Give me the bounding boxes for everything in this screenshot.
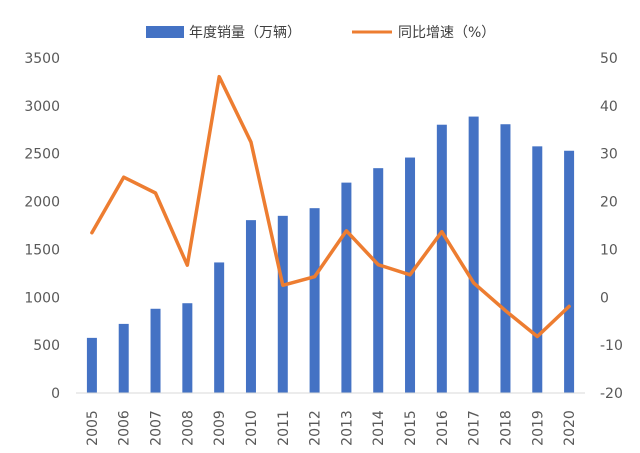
x-axis-tick-label: 2014 [371,410,387,446]
right-axis-tick-label: 50 [600,51,618,67]
right-axis-tick-label: 10 [600,242,618,258]
left-axis-tick-label: 2500 [24,147,60,163]
bar-2017 [468,116,479,393]
growth-rate-line [90,74,571,339]
bar-2013 [341,182,352,393]
bar-2020 [564,150,575,393]
x-axis: 2005 2006 2007 2008 2009 2010 2011 2012 2013 2014… [85,410,578,446]
x-axis-tick-label: 2009 [212,410,228,446]
legend-swatch-sales [146,26,184,38]
left-axis-tick-label: 1000 [24,290,60,306]
x-axis-tick-label: 2017 [467,410,483,446]
bar-2007 [150,308,161,393]
bar-2016 [436,124,447,393]
x-axis-tick-label: 2013 [339,410,355,446]
right-axis-tick-label: -10 [600,338,623,354]
legend-label-sales: 年度销量（万辆） [189,25,301,41]
x-axis-tick-label: 2005 [85,410,101,446]
left-axis-tick-label: 500 [33,338,60,354]
x-axis-tick-label: 2020 [562,410,578,446]
left-axis-tick-label: 2000 [24,195,60,211]
x-axis-tick-label: 2007 [149,410,165,446]
legend-label-growth: 同比增速（%） [398,25,495,41]
bar-2014 [373,168,384,393]
x-axis-tick-label: 2006 [117,410,133,446]
right-axis-tick-label: 0 [600,290,609,306]
x-axis-tick-label: 2018 [498,410,514,446]
bar-2018 [500,124,511,393]
right-axis-tick-label: -20 [600,386,623,402]
bar-2005 [86,337,97,393]
left-axis-tick-label: 3000 [24,99,60,115]
x-axis-tick-label: 2016 [435,410,451,446]
bar-2008 [182,303,193,393]
legend: 年度销量（万辆） 同比增速（%） [146,25,495,41]
left-axis: 0 500 1000 1500 2000 2500 3000 3500 [24,51,60,402]
bar-2011 [277,215,288,393]
left-axis-tick-label: 1500 [24,242,60,258]
right-axis: -20 -10 0 10 20 30 40 50 [600,51,623,402]
right-axis-tick-label: 30 [600,147,618,163]
x-axis-tick-label: 2019 [530,410,546,446]
bar-2006 [118,323,129,393]
x-axis-tick-label: 2008 [180,410,196,446]
line-series [90,74,571,339]
bar-2019 [532,146,543,393]
x-axis-tick-label: 2010 [244,410,260,446]
left-axis-tick-label: 0 [51,386,60,402]
x-axis-tick-label: 2012 [308,410,324,446]
x-axis-tick-label: 2015 [403,410,419,446]
right-axis-tick-label: 40 [600,99,618,115]
x-axis-tick-label: 2011 [276,410,292,446]
bar-2012 [309,208,320,393]
bar-2009 [214,262,225,393]
left-axis-tick-label: 3500 [24,51,60,67]
right-axis-tick-label: 20 [600,195,618,211]
bar-2010 [245,220,256,393]
